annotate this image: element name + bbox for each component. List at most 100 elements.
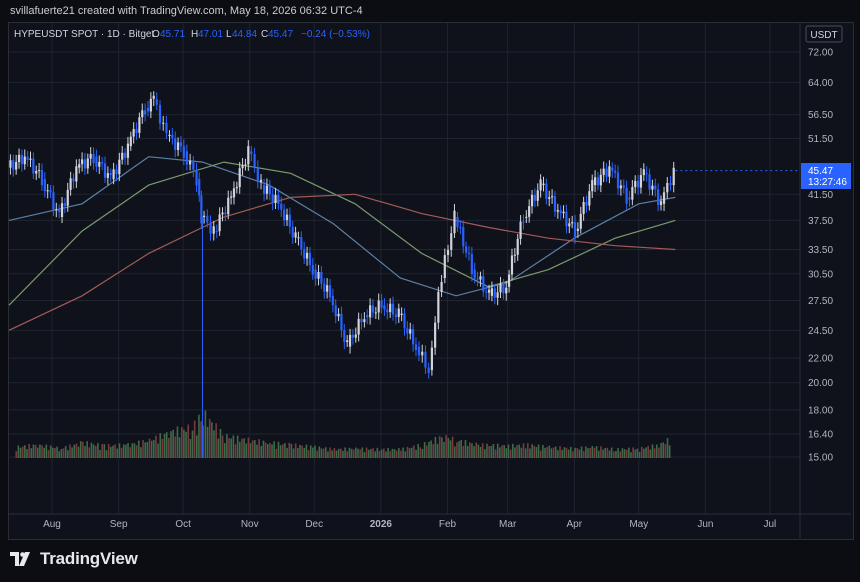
volume-bar: [103, 444, 106, 458]
volume-bar: [501, 445, 503, 458]
volume-bar: [320, 448, 323, 458]
candle-body: [616, 172, 620, 189]
candle-body: [206, 215, 209, 223]
volume-bar: [275, 448, 278, 458]
candle-body: [421, 351, 424, 356]
time-tick-label: May: [629, 519, 648, 530]
volume-bar: [539, 450, 542, 458]
volume-bar: [453, 446, 456, 458]
volume-bar: [415, 449, 417, 458]
candle-body: [37, 170, 41, 172]
candle-body: [55, 209, 58, 211]
volume-bar: [393, 449, 396, 458]
volume-bar: [56, 446, 58, 458]
volume-bar: [62, 448, 65, 458]
candle-body: [291, 226, 294, 238]
volume-bar: [305, 444, 308, 458]
candle-body: [465, 246, 468, 253]
candle-body: [450, 233, 453, 250]
price-tick-label: 20.00: [808, 378, 833, 389]
volume-bar: [376, 447, 379, 458]
time-tick-label: 2026: [370, 519, 393, 530]
candle-body: [343, 330, 346, 342]
volume-bar: [21, 446, 24, 458]
volume-bar: [490, 445, 493, 458]
candle-body: [391, 303, 395, 315]
volume-bar: [395, 450, 398, 458]
candle-body: [437, 291, 440, 323]
currency-label-box[interactable]: [805, 25, 843, 43]
volume-bar: [653, 448, 656, 458]
candle-body: [476, 278, 479, 280]
volume-bar: [606, 447, 609, 458]
volume-bar: [507, 444, 510, 458]
volume-bar: [331, 450, 334, 458]
volume-bar: [542, 444, 544, 458]
candle-body: [553, 196, 557, 212]
candle-body: [363, 319, 366, 323]
volume-bar: [327, 451, 329, 458]
candle-body: [662, 192, 666, 204]
candle-body: [599, 174, 602, 186]
candle-body: [17, 154, 21, 163]
candle-body: [651, 185, 654, 190]
volume-bar: [404, 451, 407, 458]
volume-bar: [211, 422, 213, 458]
candle-body: [174, 138, 177, 151]
time-tick-label: Dec: [305, 519, 323, 530]
volume-bar: [41, 445, 43, 458]
candle-body: [487, 289, 491, 293]
volume-bar: [372, 448, 374, 458]
candle-body: [672, 167, 675, 186]
volume-bar: [406, 446, 409, 458]
volume-bar: [88, 447, 91, 458]
volume-bar: [486, 443, 488, 458]
low-label: L: [226, 29, 232, 40]
volume-bar: [628, 447, 630, 458]
candle-body: [262, 185, 266, 194]
candle-body: [446, 249, 450, 256]
symbol-label[interactable]: HYPEUSDT SPOT · 1D · Bitget: [14, 29, 154, 40]
volume-bar: [281, 444, 284, 458]
volume-bar: [28, 444, 30, 458]
volume-bar: [99, 449, 101, 458]
candle-body: [218, 214, 221, 232]
candle-body: [513, 254, 516, 256]
tradingview-logo[interactable]: TradingView: [10, 548, 138, 570]
volume-bar: [230, 438, 232, 458]
volume-bar: [189, 438, 192, 458]
volume-bar: [112, 445, 114, 458]
volume-bar: [75, 443, 78, 458]
price-tick-label: 37.50: [808, 216, 833, 227]
volume-bar: [561, 449, 564, 458]
candle-body: [101, 161, 104, 164]
volume-bar: [391, 448, 394, 458]
open-value: 45.71: [160, 29, 185, 40]
price-tick-label: 15.00: [808, 453, 833, 464]
price-tick-label: 18.00: [808, 405, 833, 416]
volume-bar: [294, 443, 297, 458]
candle-body: [622, 185, 625, 188]
close-value: 45.47: [268, 29, 293, 40]
candle-body: [328, 285, 332, 298]
volume-bar: [180, 427, 183, 458]
volume-bar: [60, 448, 63, 458]
candle-body: [280, 203, 283, 210]
volume-bar: [522, 443, 525, 458]
volume-bar: [342, 450, 344, 458]
candle-body: [212, 226, 215, 234]
candle-body: [380, 300, 383, 308]
volume-bar: [365, 447, 368, 458]
volume-bar: [410, 447, 413, 458]
volume-bar: [223, 443, 226, 458]
candle-body: [192, 160, 195, 170]
candle-body: [406, 328, 409, 334]
candle-body: [645, 173, 648, 175]
volume-bar: [436, 443, 439, 458]
volume-bar: [170, 431, 172, 458]
volume-bar: [355, 447, 357, 458]
volume-bar: [92, 444, 95, 458]
candle-body: [253, 154, 256, 168]
volume-bar: [249, 443, 252, 458]
